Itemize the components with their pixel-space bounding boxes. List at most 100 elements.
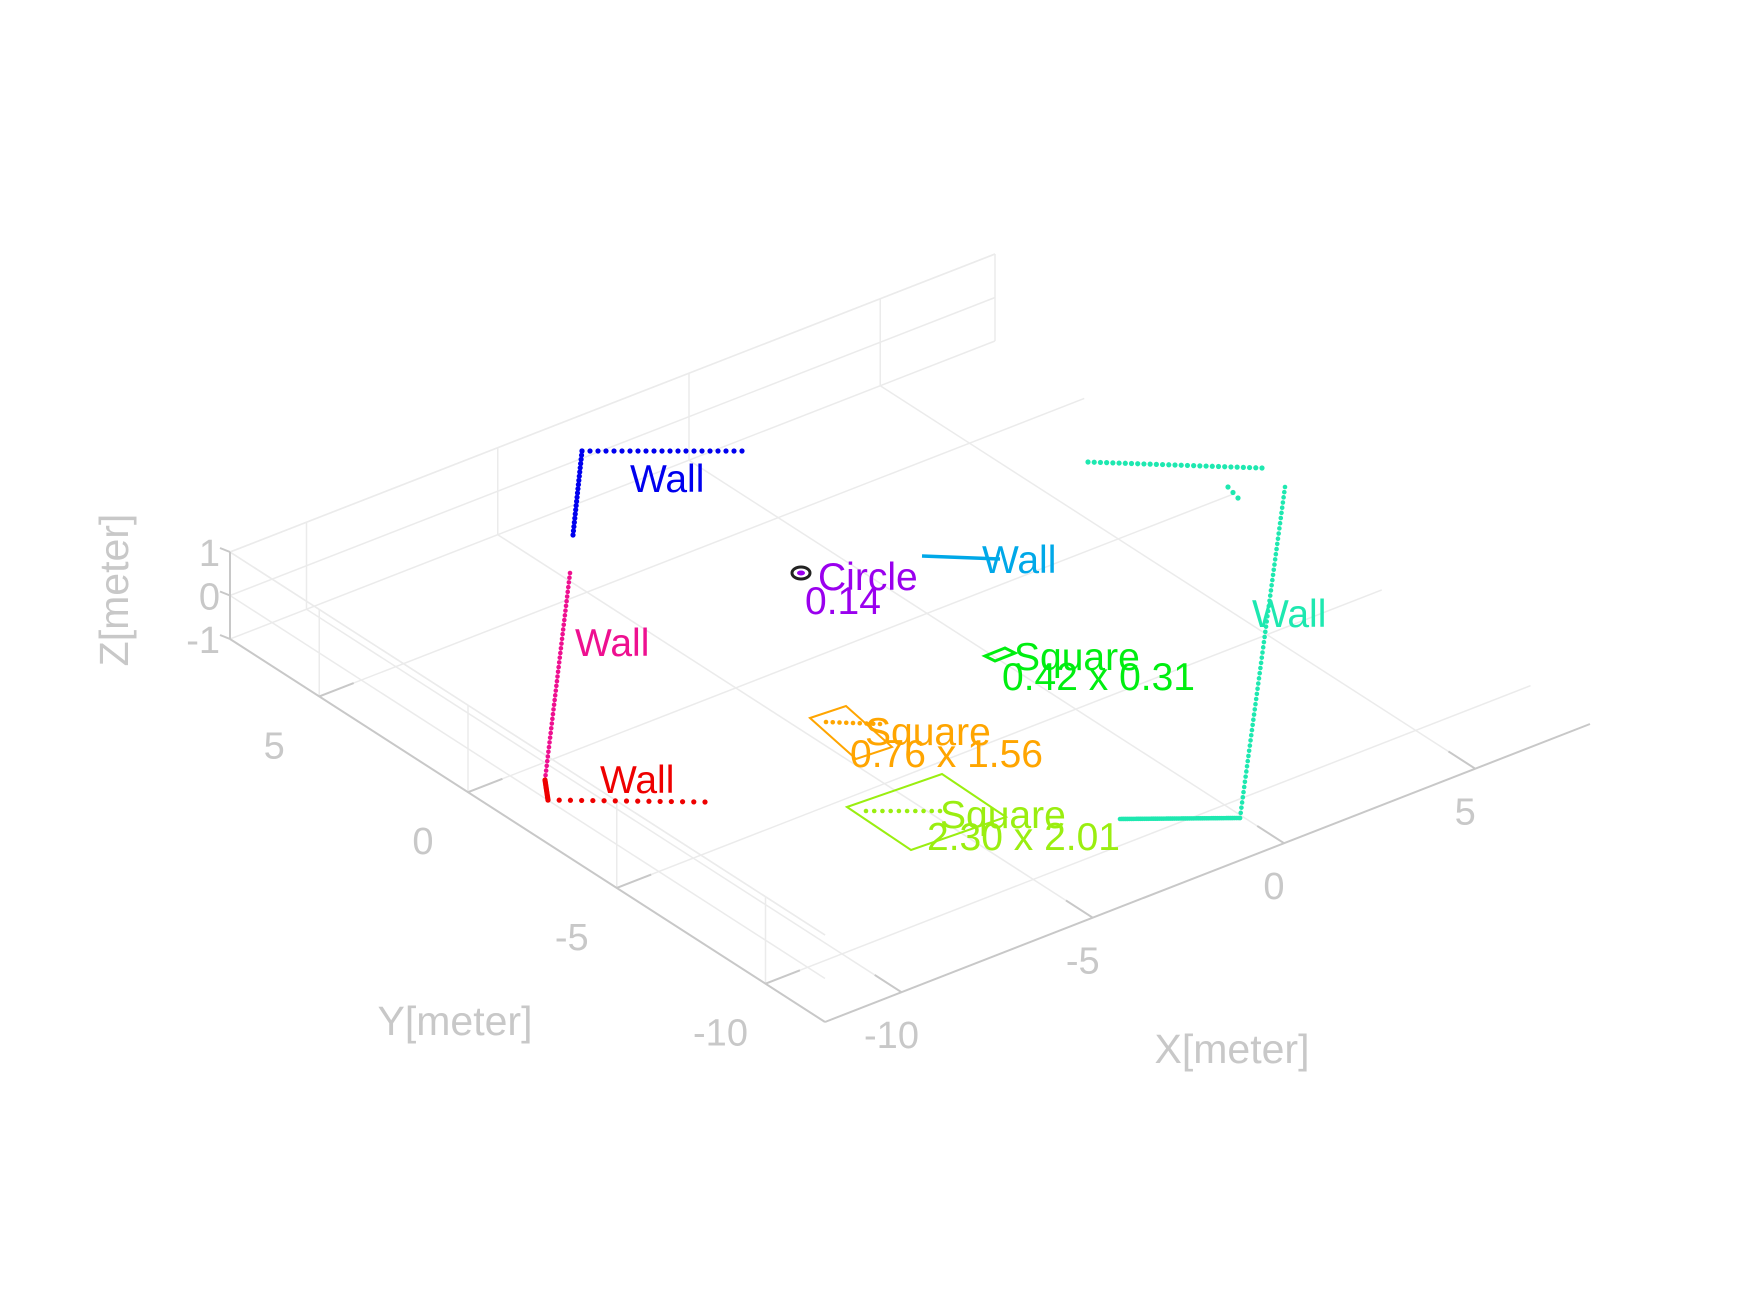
wall-points-teal bbox=[1203, 463, 1209, 469]
wall-points-teal bbox=[1240, 795, 1246, 800]
wall-points-magenta bbox=[547, 740, 552, 745]
wall-points-red bbox=[623, 798, 630, 804]
square-points-lime bbox=[896, 808, 902, 814]
wall-label-red: Wall bbox=[600, 759, 674, 802]
wall-label-blue: Wall bbox=[630, 458, 704, 501]
wall-points-magenta bbox=[551, 702, 557, 708]
y-tick bbox=[318, 682, 355, 698]
wall-points-magenta bbox=[557, 655, 563, 660]
x-axis-line bbox=[824, 723, 1591, 1023]
wall-points-magenta bbox=[563, 603, 569, 609]
square-detail-orange: 0.76 x 1.56 bbox=[850, 733, 1043, 776]
square-points-lime bbox=[904, 808, 910, 814]
wall-points-blue bbox=[575, 482, 582, 488]
circle-label: Circle bbox=[818, 556, 918, 599]
wall-points-teal bbox=[1271, 567, 1277, 573]
wall-points-blue bbox=[619, 448, 625, 454]
wall-points-blue bbox=[715, 448, 721, 454]
wall-points-teal bbox=[1248, 738, 1253, 743]
wall-points-blue bbox=[578, 452, 585, 458]
square-points-orange bbox=[870, 721, 876, 727]
backwall-gridline-z bbox=[229, 296, 996, 597]
wall-points-teal bbox=[1085, 459, 1091, 465]
wall-points-teal bbox=[1246, 748, 1252, 754]
box-edge bbox=[229, 253, 996, 553]
wall-points-magenta bbox=[567, 570, 573, 576]
square-detail-green: 0.42 x 0.31 bbox=[1002, 656, 1195, 699]
wall-points-blue bbox=[587, 448, 593, 454]
wall-points-teal bbox=[1240, 464, 1246, 470]
wall-points-blue bbox=[574, 498, 580, 504]
wall-label-teal: Wall bbox=[1252, 593, 1326, 636]
wall-points-magenta bbox=[546, 749, 551, 755]
wall-points-teal bbox=[1247, 743, 1253, 748]
wall-points-teal bbox=[1249, 727, 1255, 733]
wall-points-teal bbox=[1269, 582, 1274, 588]
wall-points-magenta bbox=[559, 636, 565, 642]
wall-points-magenta bbox=[546, 744, 552, 750]
wall-points-magenta bbox=[563, 608, 568, 613]
wall-points-teal bbox=[1258, 665, 1263, 671]
y-tick-label: 0 bbox=[412, 821, 433, 863]
circle-marker-fill bbox=[797, 570, 805, 576]
wall-points-red bbox=[545, 797, 551, 803]
wall-points-teal bbox=[1264, 619, 1270, 624]
x-tick bbox=[1447, 750, 1476, 770]
square-points-lime bbox=[913, 808, 918, 814]
wall-points-red bbox=[646, 798, 652, 804]
wall-points-blue bbox=[731, 448, 737, 454]
wall-points-teal bbox=[1104, 460, 1110, 466]
wall-points-teal bbox=[1277, 526, 1282, 531]
wall-points-blue bbox=[739, 448, 745, 454]
y-tick bbox=[765, 969, 801, 985]
wall-points-blue bbox=[572, 515, 578, 521]
x-tick bbox=[1065, 899, 1094, 919]
wall-points-red bbox=[657, 798, 663, 805]
wall-points-teal bbox=[1258, 660, 1264, 666]
square-points-lime bbox=[929, 808, 935, 814]
wall-points-teal bbox=[1274, 546, 1279, 552]
wall-points-magenta bbox=[556, 664, 561, 670]
wall-points-red bbox=[679, 799, 686, 805]
wall-points-blue bbox=[635, 448, 641, 454]
wall-points-teal bbox=[1245, 758, 1251, 764]
wall-points-teal bbox=[1153, 461, 1159, 467]
wall-points-magenta bbox=[560, 631, 565, 637]
wall-points-blue bbox=[627, 448, 633, 454]
wall-points-blue bbox=[667, 448, 673, 454]
wall-points-teal bbox=[1239, 800, 1245, 805]
wall-points-teal bbox=[1257, 670, 1262, 676]
wall-points-teal bbox=[1259, 655, 1265, 660]
square-points-orange bbox=[864, 721, 869, 726]
wall-points-magenta bbox=[552, 697, 557, 703]
z-tick bbox=[219, 634, 231, 640]
wall-points-blue bbox=[683, 448, 689, 454]
square-points-lime bbox=[871, 808, 877, 814]
wall-points-blue bbox=[579, 448, 585, 454]
wall-points-magenta bbox=[548, 730, 553, 736]
wall-points-magenta bbox=[562, 613, 568, 618]
wall-points-blue bbox=[574, 490, 581, 496]
wall-points-teal bbox=[1222, 464, 1228, 470]
wall-points-blue bbox=[603, 448, 609, 454]
floor-gridline-y bbox=[467, 493, 1234, 793]
x-tick-label: 5 bbox=[1455, 792, 1476, 834]
wall-points-teal bbox=[1270, 572, 1276, 578]
wall-points-teal bbox=[1238, 810, 1244, 816]
wall-points-teal bbox=[1147, 461, 1153, 467]
z-tick bbox=[219, 590, 231, 597]
wall-points-teal bbox=[1278, 515, 1284, 521]
wall-points-teal bbox=[1274, 541, 1280, 547]
x-tick-label: -5 bbox=[1066, 941, 1100, 983]
wall-points-magenta bbox=[558, 645, 564, 651]
wall-points-blue bbox=[570, 528, 577, 534]
wall-points-teal bbox=[1116, 460, 1122, 466]
wall-points-magenta bbox=[554, 683, 559, 689]
wall-points-teal bbox=[1277, 520, 1283, 526]
wall-points-teal bbox=[1266, 603, 1272, 609]
wall-points-teal bbox=[1265, 608, 1271, 614]
wall-points-magenta bbox=[554, 678, 560, 684]
wall-points-magenta bbox=[555, 669, 561, 675]
wall-points-blue bbox=[643, 448, 649, 454]
